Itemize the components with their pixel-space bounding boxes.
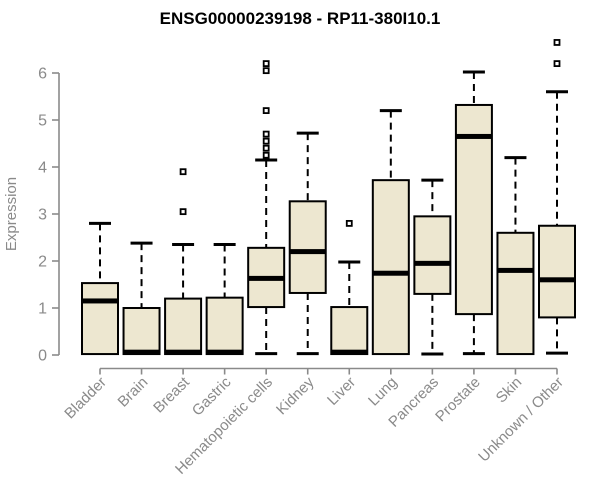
iqr-box <box>205 296 244 356</box>
outlier-point <box>179 168 187 176</box>
outlier-point <box>553 39 561 46</box>
box-prostate <box>454 70 493 356</box>
iqr-box <box>371 179 410 356</box>
x-tick-label-7: Lung <box>365 374 401 410</box>
box-series <box>81 39 576 356</box>
outlier-point <box>262 130 270 138</box>
y-axis-label: Expression <box>3 177 20 251</box>
iqr-box <box>288 200 327 294</box>
outlier-point <box>179 208 187 216</box>
box-liver <box>330 219 369 356</box>
median-bar <box>539 277 575 283</box>
iqr-box <box>454 103 493 316</box>
outlier-point <box>262 107 270 114</box>
box-unknown-other <box>538 39 576 355</box>
outlier-point <box>553 60 561 67</box>
median-bar <box>331 349 368 355</box>
y-tick-label-1: 1 <box>38 301 47 318</box>
median-bar <box>248 275 285 281</box>
x-tick-label-9: Prostate <box>432 374 484 426</box>
iqr-box <box>496 231 535 356</box>
median-bar <box>414 260 451 266</box>
iqr-box <box>330 306 369 356</box>
iqr-box <box>413 215 452 295</box>
box-lung <box>371 109 410 356</box>
y-axis: 0 1 2 3 4 5 6 <box>38 66 60 365</box>
box-pancreas <box>413 178 452 356</box>
outlier-point <box>345 219 353 227</box>
chart-title: ENSG00000239198 - RP11-380I10.1 <box>160 9 441 28</box>
iqr-box <box>164 297 203 356</box>
x-tick-label-0: Bladder <box>61 374 110 423</box>
outlier-point <box>262 137 270 145</box>
median-bar <box>82 298 118 304</box>
iqr-box <box>538 224 576 319</box>
median-bar <box>372 270 409 276</box>
median-bar <box>289 249 326 255</box>
median-bar <box>455 133 492 139</box>
box-skin <box>496 156 535 356</box>
box-hematopoietic-cells <box>247 60 286 356</box>
x-tick-label-2: Breast <box>150 373 193 416</box>
iqr-box <box>81 282 119 356</box>
x-tick-label-1: Brain <box>115 374 152 411</box>
box-gastric <box>205 243 244 356</box>
y-tick-label-0: 0 <box>38 348 47 365</box>
outlier-point <box>262 60 270 67</box>
box-breast <box>164 168 203 356</box>
iqr-box <box>122 307 161 356</box>
y-tick-label-5: 5 <box>38 113 47 130</box>
x-tick-label-5: Kidney <box>273 373 318 418</box>
box-brain <box>122 241 161 356</box>
outlier-point <box>262 67 270 75</box>
median-bar <box>497 267 534 273</box>
y-tick-label-4: 4 <box>38 160 47 177</box>
x-tick-label-6: Liver <box>324 374 359 409</box>
median-bar <box>123 349 160 355</box>
y-tick-label-2: 2 <box>38 254 47 271</box>
y-tick-label-3: 3 <box>38 207 47 224</box>
outlier-point <box>262 151 270 159</box>
y-tick-label-6: 6 <box>38 66 47 83</box>
box-kidney <box>288 131 327 356</box>
x-tick-label-10: Skin <box>493 374 526 407</box>
outlier-point <box>262 144 270 152</box>
median-bar <box>206 349 243 355</box>
box-bladder <box>81 221 119 356</box>
median-bar <box>165 349 202 355</box>
